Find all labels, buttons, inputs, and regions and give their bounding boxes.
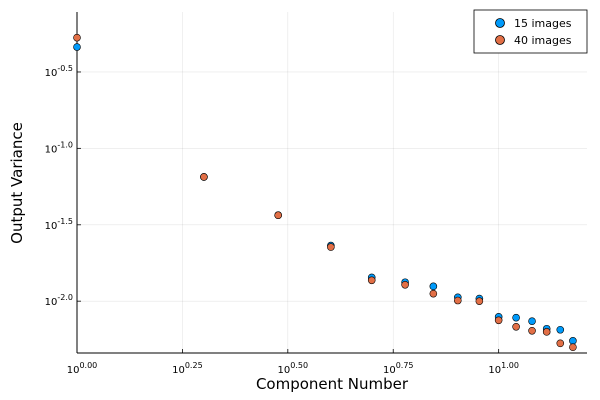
data-point-series-1 [569,337,577,345]
data-point-series-2 [429,289,438,298]
data-point-series-2 [73,33,81,42]
x-tick-label: 100.25 [172,361,203,376]
y-axis-title: Output Variance [8,122,26,244]
y-tick-label: 10-1.5 [45,217,73,232]
legend-box [473,9,588,54]
data-point-series-2 [453,296,462,305]
data-point-series-2 [556,339,565,348]
data-point-series-2 [528,326,536,335]
axes [76,12,587,354]
data-point-series-2 [367,276,376,285]
grid-lines [76,12,587,353]
data-point-series-1 [429,282,438,291]
legend-marker-15-images [495,18,505,28]
legend-label-40-images: 40 images [514,34,572,47]
y-tick-label: 10-2.0 [45,293,73,308]
data-point-series-1 [556,325,565,334]
data-point-series-2 [512,322,520,331]
legend-label-15-images: 15 images [514,17,572,30]
data-point-series-2 [542,328,551,336]
data-point-series-2 [274,211,282,220]
x-tick-label: 101.00 [488,361,519,376]
data-point-series-2 [401,280,409,289]
x-tick-label: 100.75 [383,361,414,376]
x-tick-label: 100.50 [278,361,309,376]
x-tick-label: 100.00 [67,361,98,376]
tick-labels: 100.00 100.25 100.50 100.75 101.00 10-0.5 10-1… [45,64,519,376]
data-point-series-1 [73,43,81,51]
data-point-series-1 [512,313,520,322]
x-axis-title: Component Number [256,375,409,393]
data-point-series-2 [494,316,503,325]
data-point-series-1 [528,317,536,325]
data-points [73,33,577,351]
y-tick-label: 10-0.5 [45,64,73,79]
y-tick-label: 10-1.0 [45,140,73,155]
data-point-series-2 [475,297,484,305]
data-point-series-2 [200,173,208,181]
data-point-series-2 [569,343,577,351]
legend-marker-40-images [495,35,505,45]
data-point-series-2 [327,243,335,251]
legend: 15 images 40 images [473,9,588,54]
